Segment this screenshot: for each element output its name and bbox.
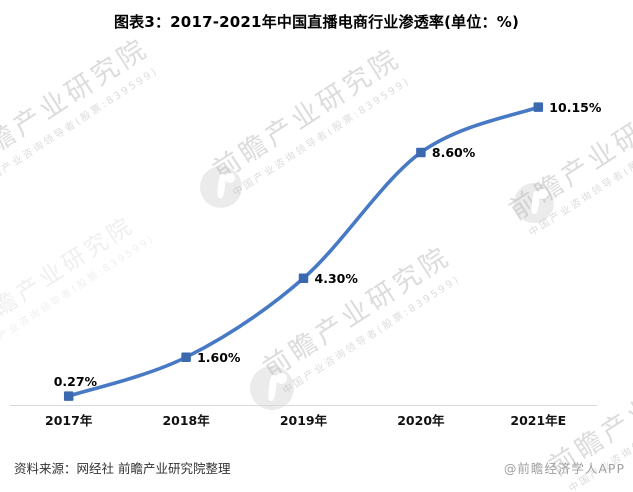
data-label: 10.15% (549, 99, 602, 115)
data-point-marker (298, 273, 309, 283)
data-point-marker (416, 147, 426, 158)
x-tick-label: 2021年E (510, 413, 567, 428)
data-point-markers (63, 102, 544, 401)
x-tick-label: 2018年 (162, 413, 210, 428)
credit-note: @前瞻经济学人APP (503, 461, 625, 476)
data-label: 8.60% (431, 144, 476, 160)
page-title: 图表3：2017-2021年中国直播电商行业渗透率(单位：%) (113, 13, 520, 31)
data-label: 0.27% (53, 374, 98, 390)
x-tick-label: 2017年 (45, 413, 93, 428)
data-label: 1.60% (197, 349, 241, 365)
source-note: 资料来源：网经社 前瞻产业研究院整理 (14, 461, 231, 476)
data-point-marker (181, 352, 191, 362)
data-label: 4.30% (314, 270, 358, 286)
data-point-marker (63, 391, 74, 401)
data-point-marker (533, 102, 544, 112)
x-tick-label: 2020年 (397, 413, 445, 428)
x-tick-label: 2019年 (279, 413, 328, 428)
